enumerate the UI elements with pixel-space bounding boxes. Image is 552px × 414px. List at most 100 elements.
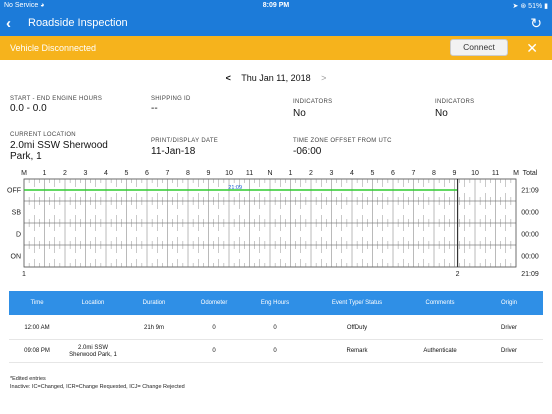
table-cell: 09:08 PM <box>24 348 50 354</box>
hour-label: 7 <box>166 170 170 177</box>
hour-label: 7 <box>412 170 416 177</box>
start-end-value: 0.0 - 0.0 <box>10 103 47 114</box>
column-header: Comments <box>425 300 455 306</box>
alert-message: Vehicle Disconnected <box>10 43 97 53</box>
page-title: Roadside Inspection <box>28 17 128 29</box>
table-cell: 2.0mi SSW Sherwood Park, 1 <box>69 345 117 358</box>
print-date-label: PRINT/DISPLAY DATE <box>151 138 219 144</box>
table-cell: Authenticate <box>423 348 457 354</box>
battery-status: ➤ ⊛ 51% ▮ <box>513 2 548 10</box>
hour-label: 6 <box>391 170 395 177</box>
hour-label: M <box>21 170 27 177</box>
column-header: Duration <box>142 300 166 306</box>
table-cell: OffDuty <box>346 325 368 331</box>
hour-label: 4 <box>104 170 108 177</box>
duty-row-label: SB <box>12 210 22 217</box>
column-header: Origin <box>500 300 517 306</box>
connect-button[interactable]: Connect <box>450 39 508 56</box>
hour-label: 5 <box>125 170 129 177</box>
table-cell: Driver <box>501 348 517 354</box>
table-cell: 12:00 AM <box>24 325 50 331</box>
duty-row-label: ON <box>11 254 22 261</box>
hour-label: 11 <box>246 170 253 177</box>
battery-icon: ▮ <box>544 3 548 10</box>
hour-label: 4 <box>350 170 354 177</box>
print-date-value: 11-Jan-18 <box>151 146 196 157</box>
status-bar: No Service ◕ 8:09 PM ➤ ⊛ 51% ▮ <box>0 0 552 12</box>
wifi-icon: ◕ <box>40 2 45 9</box>
hour-label: 2 <box>309 170 313 177</box>
event-marker-label: 1 <box>22 271 26 278</box>
inactive-legend-note: Inactive: IC=Changed, ICR=Change Request… <box>10 384 185 390</box>
back-chevron-icon[interactable]: ‹ <box>6 15 11 32</box>
duty-status-graph: M 1 2 3 4 5 6 7 8 9 10 11 N 1 2 3 4 5 6 7 8 9 10 11 M Total OFF 21:… <box>7 170 539 278</box>
current-location-label: CURRENT LOCATION <box>10 132 76 138</box>
column-header: Location <box>81 300 105 306</box>
column-header: Eng Hours <box>260 300 290 306</box>
hour-label: 3 <box>84 170 88 177</box>
shipping-id-value: -- <box>151 103 158 114</box>
hour-label: M <box>513 170 519 177</box>
timezone-value: -06:00 <box>293 146 322 157</box>
hour-label: 8 <box>186 170 190 177</box>
battery-percent: 51% <box>528 3 543 10</box>
column-header: Time <box>30 300 44 306</box>
table-row[interactable]: 09:08 PM 2.0mi SSW Sherwood Park, 1 0 0 Rema… <box>9 341 543 363</box>
table-cell: Remark <box>346 348 368 354</box>
hour-label: 6 <box>145 170 149 177</box>
total-header: Total <box>523 170 538 177</box>
nav-bar: ‹ Roadside Inspection ↻ <box>0 12 552 36</box>
duty-row-label: OFF <box>7 188 21 195</box>
events-table-header: Time Location Duration Odometer Eng Hours Eve… <box>9 291 543 315</box>
duty-row-total: 21:09 <box>521 188 539 195</box>
hour-label: 9 <box>207 170 211 177</box>
hour-label: 10 <box>225 170 233 177</box>
unidentified-indicators-label: INDICATORS <box>293 99 333 105</box>
hour-label: 1 <box>289 170 293 177</box>
current-location-value: 2.0mi SSW Sherwood Park, 1 <box>10 140 108 162</box>
table-cell: 0 <box>212 325 216 331</box>
hour-label: N <box>267 170 272 177</box>
hour-label: 2 <box>63 170 67 177</box>
duty-row-total: 00:00 <box>521 232 539 239</box>
carrier-text: No Service <box>4 2 39 9</box>
date-navigator: < Thu Jan 11, 2018 > <box>0 73 552 83</box>
table-row[interactable]: 12:00 AM 21h 9m 0 0 OffDuty Driver <box>9 318 543 340</box>
hour-label: 11 <box>492 170 499 177</box>
malfunction-indicators-value: No <box>435 108 448 119</box>
start-end-label: START - END ENGINE HOURS <box>10 96 103 102</box>
table-cell: 21h 9m <box>143 325 164 331</box>
hour-label: 8 <box>432 170 436 177</box>
grand-total: 21:09 <box>521 271 539 278</box>
prev-day-button[interactable]: < <box>225 73 231 83</box>
column-header: Odometer <box>200 300 228 306</box>
malfunction-indicators-label: INDICATORS <box>435 99 475 105</box>
refresh-icon[interactable]: ↻ <box>530 15 542 31</box>
duty-row-label: D <box>16 232 21 239</box>
location-arrow-icon: ➤ <box>512 3 519 10</box>
clock-text: 8:09 PM <box>262 2 290 9</box>
carrier-status: No Service ◕ <box>4 2 44 9</box>
unidentified-indicators-value: No <box>293 108 306 119</box>
column-header: Event Type/ Status <box>331 300 383 306</box>
shipping-id-label: SHIPPING ID <box>151 96 191 102</box>
hour-label: 9 <box>453 170 457 177</box>
timezone-label: TIME ZONE OFFSET FROM UTC <box>293 138 392 144</box>
close-icon[interactable]: ✕ <box>526 40 538 56</box>
table-cell: 0 <box>273 325 277 331</box>
edited-entries-note: *Edited entries <box>10 376 46 382</box>
hour-label: 10 <box>471 170 479 177</box>
event-marker-label: 2 <box>456 271 460 278</box>
duty-row-total: 00:00 <box>521 254 539 261</box>
log-date: Thu Jan 11, 2018 <box>241 73 311 83</box>
hour-label: 3 <box>330 170 334 177</box>
vehicle-alert-bar: Vehicle Disconnected Connect ✕ <box>0 36 552 60</box>
hour-label: 1 <box>43 170 47 177</box>
table-cell: Driver <box>501 325 517 331</box>
bluetooth-icon: ⊛ <box>520 3 527 10</box>
table-cell: 0 <box>273 348 277 354</box>
off-duration-label: 21:09 <box>228 185 242 191</box>
duty-row-total: 00:00 <box>521 210 539 217</box>
hour-label: 5 <box>371 170 375 177</box>
next-day-button[interactable]: > <box>321 73 327 83</box>
